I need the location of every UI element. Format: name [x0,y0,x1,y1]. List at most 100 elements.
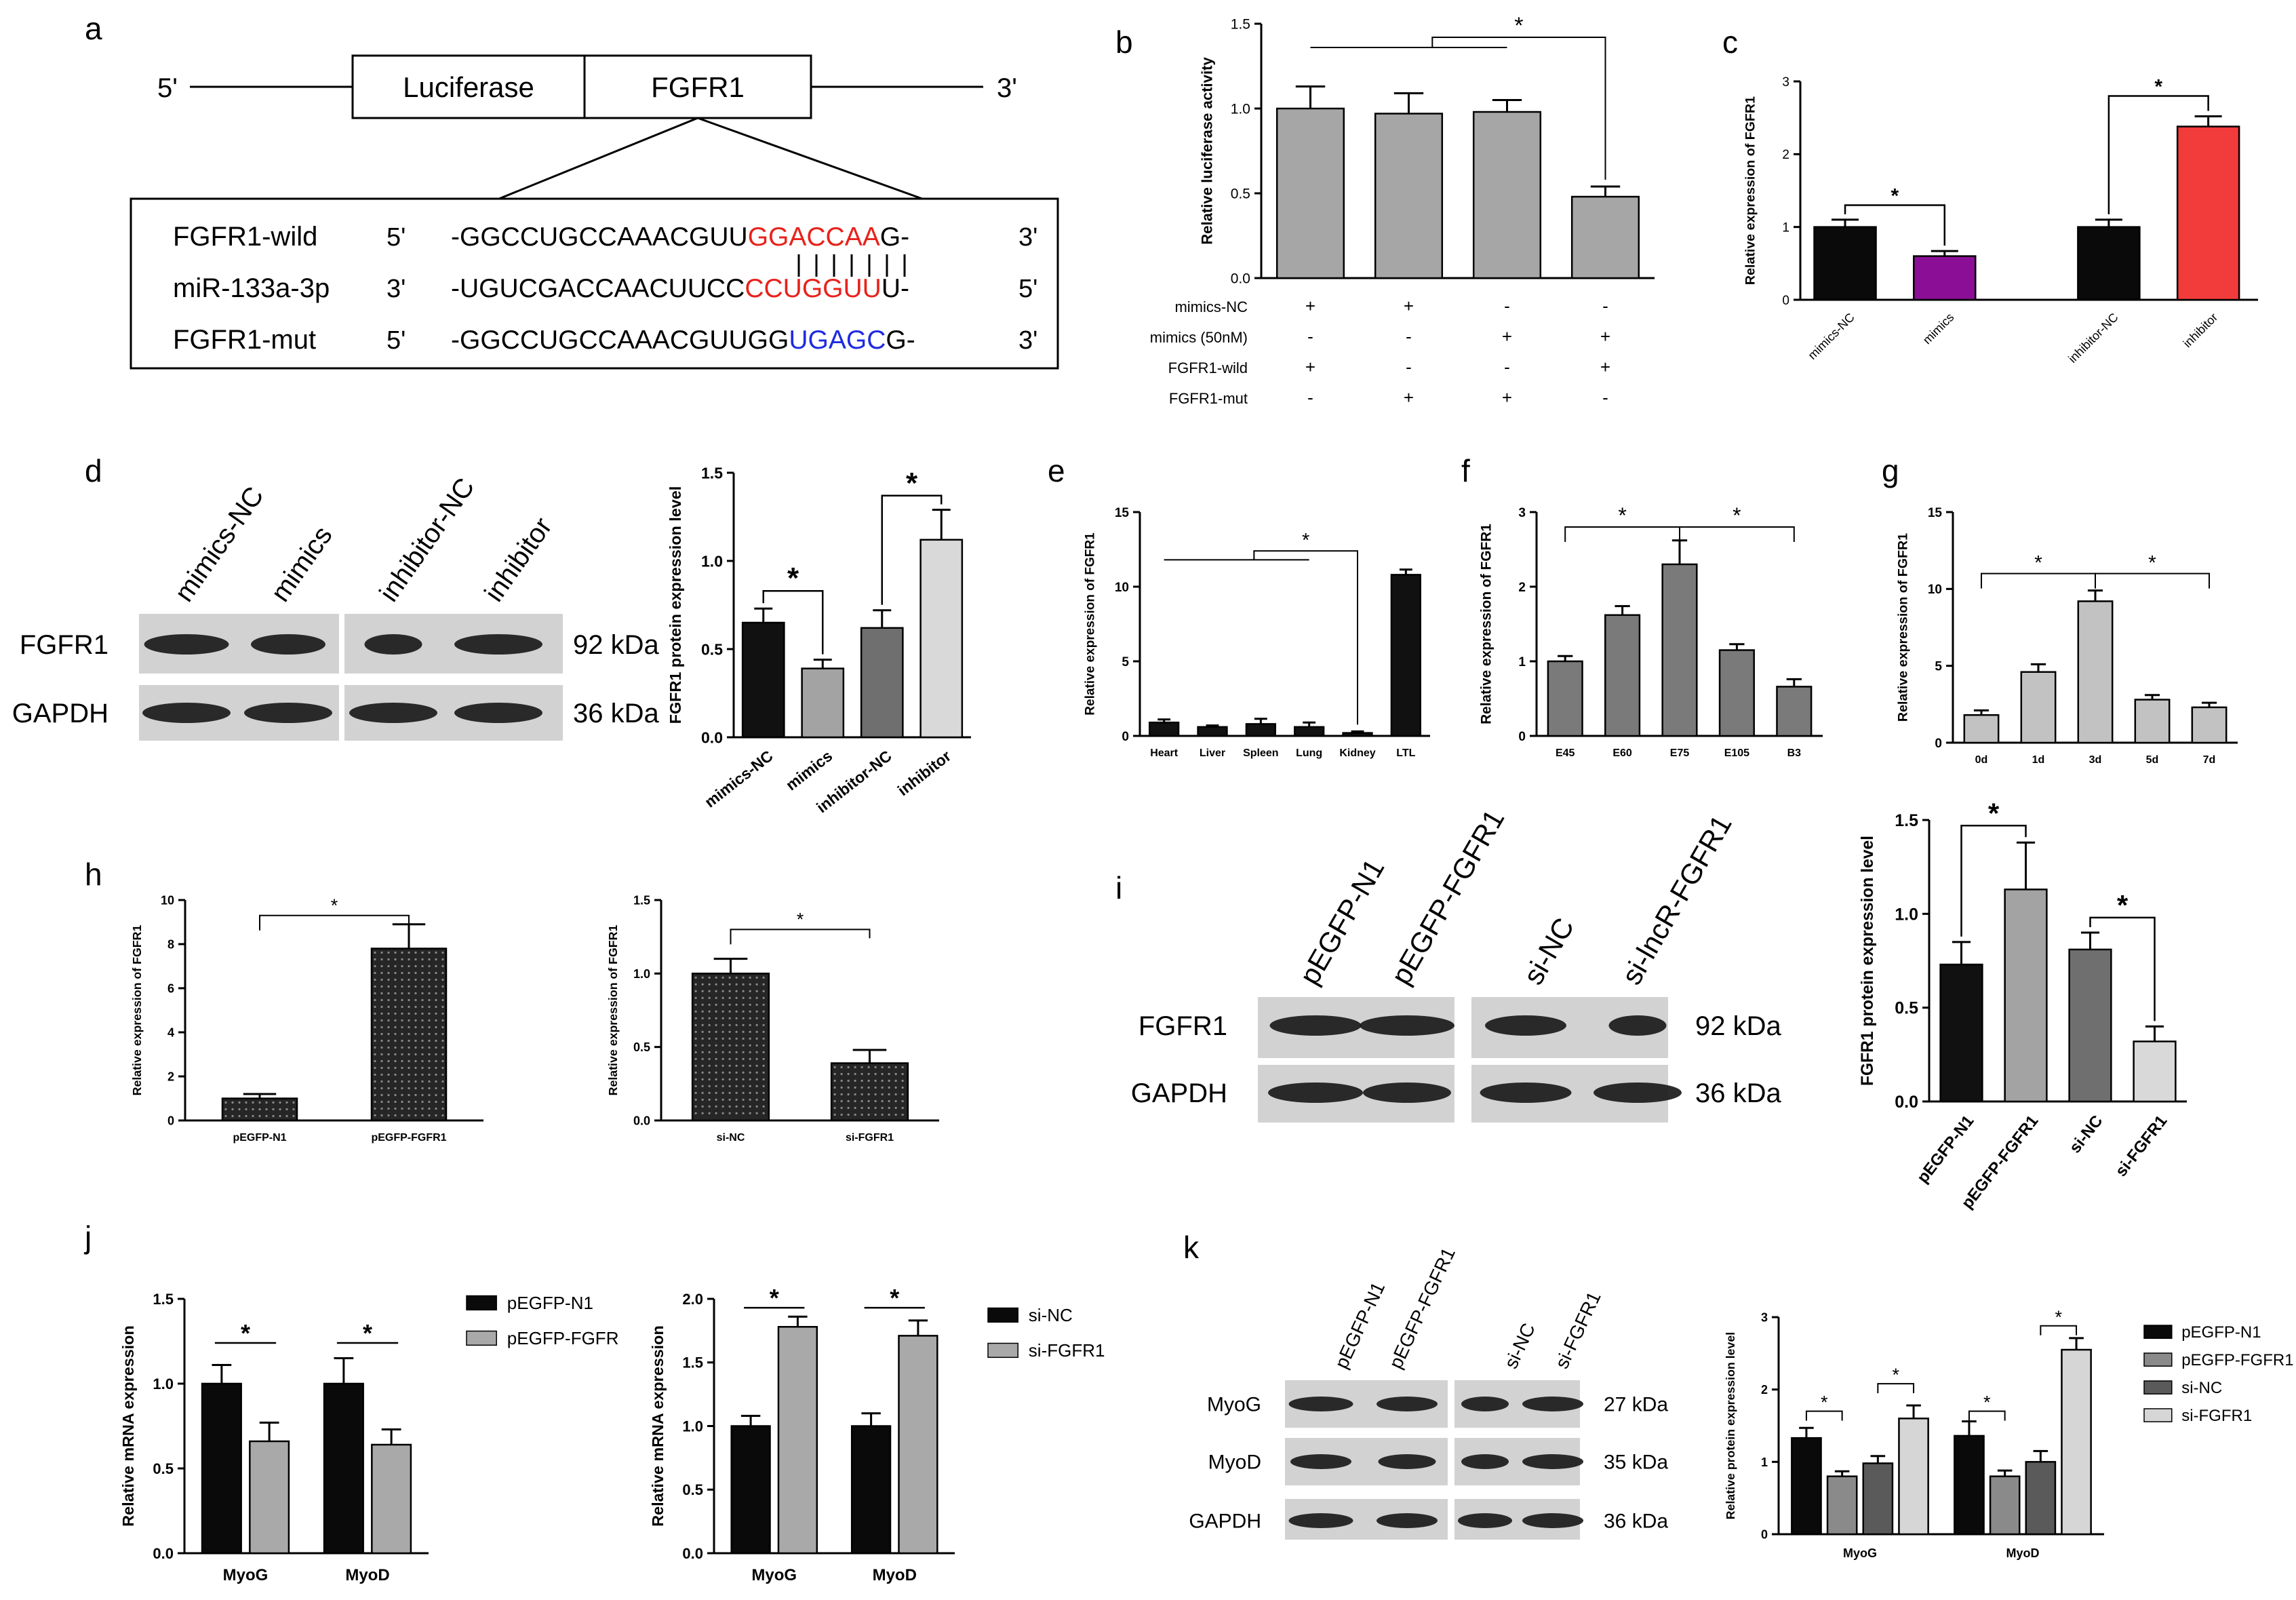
significance-bracket [1981,572,2096,589]
bar-texture-dot [874,1072,877,1076]
table-sign: - [1504,296,1510,316]
bar-texture-dot [414,1100,417,1104]
bar-texture-dot [387,1114,390,1117]
y-tick-label: 2 [167,1070,174,1083]
significance-star: * [241,1319,250,1347]
bar-texture-dot [380,964,383,968]
y-tick-label: 3 [1761,1310,1768,1324]
bar-texture-dot [881,1093,884,1096]
bar-texture-dot [394,1093,397,1097]
sequence-seed: GGACCAA [748,222,880,252]
bar-texture-dot [421,1093,424,1097]
bar-texture-dot [840,1099,843,1103]
bar-texture-dot [435,1080,437,1083]
significance-bracket [2089,916,2156,1021]
bar-texture-dot [408,1012,410,1015]
y-tick-label: 1.5 [633,893,650,907]
bar-texture-dot [833,1066,836,1069]
bar-texture-dot [874,1113,877,1116]
bar-texture-dot [428,1080,431,1083]
bar-texture-dot [435,1019,437,1022]
bar-texture-dot [694,1017,697,1019]
sequence-plain: -GGCCUGCCAAACGUUGG [451,326,789,355]
bar-texture-dot [441,1114,444,1117]
bar-texture-dot [728,983,731,986]
bar-texture-dot [279,1108,281,1111]
kda-label: 92 kDa [1695,1011,1781,1041]
bar [1197,726,1228,737]
bar-texture-dot [414,1046,417,1049]
bar-texture-dot [380,1059,383,1063]
bar-texture-dot [860,1066,863,1069]
significance-bracket [1960,825,2027,937]
lane-label: mimics [265,521,338,607]
bar-texture-dot [272,1108,275,1111]
bar-texture-dot [721,1051,724,1053]
bar-texture-dot [742,1064,745,1067]
significance-star: * [890,1284,899,1312]
bar-texture-dot [401,964,403,968]
bar-texture-dot [394,1039,397,1042]
bar [919,539,964,739]
sequence-end-3: 5' [1018,275,1037,303]
y-axis-title: Relative expression of FGFR1 [606,925,620,1096]
bar-texture-dot [428,1046,431,1049]
bar-texture-dot [401,1005,403,1009]
protein-label: GAPDH [1131,1078,1227,1108]
bar-texture-dot [380,1032,383,1036]
bar-texture-dot [701,1051,704,1053]
bar-texture-dot [735,1017,738,1019]
bar-texture-dot [441,1026,444,1029]
bar-texture-dot [428,1093,431,1097]
bar-texture-dot [701,1023,704,1026]
bar-texture-dot [840,1079,843,1082]
bar-texture-dot [694,1023,697,1026]
bar-texture-dot [394,971,397,975]
bar-texture-dot [708,1091,711,1094]
bar-texture-dot [374,1005,376,1009]
bar-texture-dot [694,1085,697,1087]
bar-texture-dot [728,1023,731,1026]
bar-texture-dot [860,1086,863,1089]
bar-texture-dot [441,1080,444,1083]
bar-texture-dot [742,983,745,986]
bar-texture-dot [387,1005,390,1009]
bar-texture-dot [867,1113,870,1116]
bar-texture-dot [441,951,444,954]
bar-texture-dot [715,1030,717,1033]
significance-bracket [1968,1410,2006,1421]
bar-texture-dot [742,1003,745,1006]
bar-texture-dot [414,1012,417,1015]
blot-band [454,634,542,655]
bar-texture-dot [435,1107,437,1110]
table-sign: - [1406,357,1412,377]
y-tick-label: 0 [167,1114,174,1127]
bar [1149,721,1180,737]
bar-texture-dot [721,983,724,986]
bar-texture-dot [901,1066,904,1069]
bar-texture-dot [715,1078,717,1080]
bar-texture-dot [387,1012,390,1015]
blot-band [1461,1454,1509,1469]
y-tick-label: 0.0 [153,1545,174,1562]
bar-texture-dot [721,1105,724,1108]
legend-swatch [2143,1408,2173,1422]
bar-texture-dot [901,1093,904,1096]
bar-texture-dot [715,1023,717,1026]
bar-texture-dot [755,1037,758,1040]
bar-texture-dot [401,1114,403,1117]
bar-texture-dot [374,1032,376,1036]
y-tick-label: 2 [1782,148,1789,162]
bar-texture-dot [749,1037,751,1040]
bar [323,1382,364,1555]
bar-texture-dot [414,1073,417,1076]
panel-label-a: a [85,11,102,46]
bar-texture-dot [441,1032,444,1036]
bar-texture-dot [854,1066,856,1069]
bar [1898,1418,1929,1536]
bar-texture-dot [394,1026,397,1029]
bar-texture-dot [380,951,383,954]
bar-texture-dot [762,1051,765,1053]
bar-texture-dot [380,1019,383,1022]
